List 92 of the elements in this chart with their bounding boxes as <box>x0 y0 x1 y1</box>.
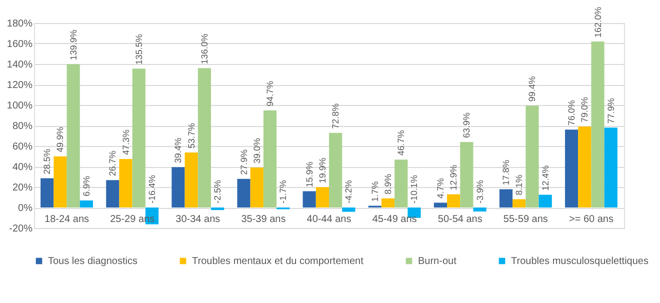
bar <box>302 191 316 208</box>
data-label: 12.4% <box>540 165 550 191</box>
x-tick-label: 55-59 ans <box>503 214 548 225</box>
legend-label: Troubles mentaux et du comportement <box>192 256 364 267</box>
legend-label: Burn-out <box>418 256 457 267</box>
bar <box>526 106 539 208</box>
y-tick-label: 0% <box>18 203 33 214</box>
x-tick-label: 35-39 ans <box>241 214 286 225</box>
bar <box>578 126 592 208</box>
data-label: 6.9% <box>81 176 92 196</box>
bar <box>211 208 224 210</box>
bar <box>342 208 356 212</box>
y-tick-label: 160% <box>6 39 33 50</box>
data-label: 49.9% <box>55 126 66 152</box>
data-label: 39.0% <box>252 138 262 164</box>
data-label: 77.9% <box>606 98 616 124</box>
y-tick-label: 180% <box>6 18 33 30</box>
x-tick-label: 18-24 ans <box>44 214 90 225</box>
data-label: 27.9% <box>238 149 249 175</box>
data-label: 8.9% <box>383 174 393 194</box>
bar <box>132 68 146 208</box>
data-label: 72.8% <box>330 103 341 129</box>
bar <box>499 189 513 208</box>
bar <box>54 156 67 208</box>
bar <box>250 168 264 208</box>
bar <box>447 194 460 208</box>
data-label: 28.5% <box>42 148 52 174</box>
data-label: 162.0% <box>592 6 603 38</box>
data-label: -4.2% <box>344 180 354 204</box>
legend-label: Tous les diagnostics <box>48 256 138 267</box>
data-label: 26.7% <box>108 150 118 176</box>
data-label: 8.1% <box>514 174 524 196</box>
x-tick-label: 45-49 ans <box>372 214 417 225</box>
bar <box>316 187 329 208</box>
bar <box>329 132 342 208</box>
data-label: 39.4% <box>173 138 184 164</box>
data-label: 15.9% <box>304 162 314 188</box>
bar <box>565 130 578 208</box>
bar <box>198 68 211 208</box>
x-tick-label: 40-44 ans <box>306 214 352 225</box>
data-label: 99.4% <box>527 76 538 102</box>
data-label: 46.7% <box>396 130 406 156</box>
data-label: -10.1% <box>409 174 420 204</box>
y-tick-label: 100% <box>6 100 33 112</box>
data-label: 76.0% <box>566 100 577 126</box>
data-label: 12.9% <box>448 164 459 190</box>
data-label: 135.5% <box>134 34 144 65</box>
bar <box>604 128 618 208</box>
bar <box>237 178 250 208</box>
data-label: 1.7% <box>370 181 380 202</box>
x-tick-label: 50-54 ans <box>438 214 482 225</box>
bar <box>80 200 93 208</box>
x-tick-label: 30-34 ans <box>176 214 220 225</box>
data-label: -2.5% <box>212 180 223 204</box>
data-label: 19.9% <box>317 158 328 184</box>
bar <box>66 64 80 208</box>
y-tick-label: 20% <box>12 182 33 194</box>
y-tick-label: 140% <box>6 60 33 70</box>
data-label: 79.0% <box>580 96 590 123</box>
bar <box>434 202 447 208</box>
data-label: -1.7% <box>278 180 288 204</box>
data-label: 17.8% <box>501 160 511 186</box>
bar <box>381 198 395 208</box>
y-tick-label: 80% <box>12 121 33 132</box>
bar <box>591 41 604 208</box>
data-label: 94.7% <box>265 80 275 106</box>
y-tick-label: -20% <box>9 224 33 234</box>
legend-label: Troubles musculosquelettiques <box>511 256 648 267</box>
bar <box>394 160 408 208</box>
bar <box>408 208 421 218</box>
bar <box>40 178 54 208</box>
data-label: 53.7% <box>186 122 196 148</box>
bar <box>538 194 552 208</box>
bar <box>263 110 277 208</box>
data-label: 136.0% <box>199 34 210 64</box>
data-label: 4.7% <box>435 178 446 199</box>
data-label: 63.9% <box>462 112 472 138</box>
bar <box>106 180 120 208</box>
data-label: -16.4% <box>147 174 157 204</box>
bar <box>460 142 474 208</box>
bar <box>473 208 486 212</box>
bar <box>172 167 185 208</box>
bar <box>512 199 526 208</box>
data-label: -3.9% <box>474 180 485 204</box>
y-tick-label: 60% <box>12 142 33 152</box>
data-label: 47.3% <box>120 129 131 156</box>
x-tick-label: >= 60 ans <box>568 214 614 225</box>
data-label: 139.9% <box>68 30 78 60</box>
y-tick-label: 40% <box>12 162 33 173</box>
bar <box>184 152 198 208</box>
bar <box>119 159 132 208</box>
y-tick-label: 120% <box>6 80 33 91</box>
